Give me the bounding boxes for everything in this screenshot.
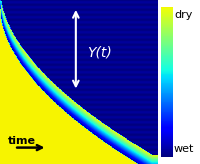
Text: Y(t): Y(t) — [87, 45, 112, 60]
Text: time: time — [8, 136, 36, 146]
Text: wet: wet — [174, 144, 194, 154]
Text: dry: dry — [174, 10, 192, 20]
